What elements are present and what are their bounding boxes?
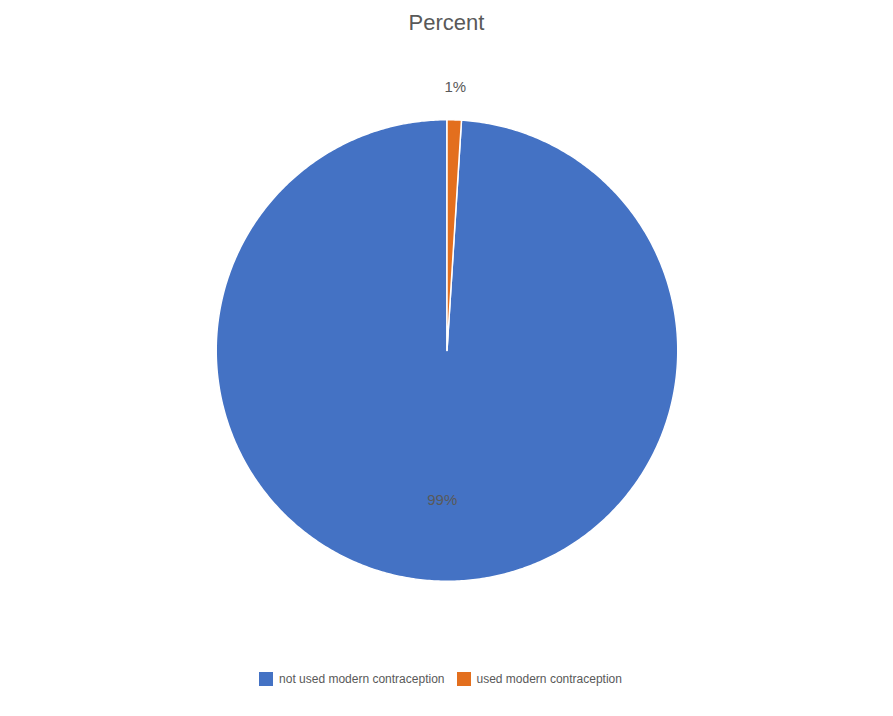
- svg-text:1%: 1%: [444, 78, 466, 95]
- html-text:used modern contraception: used modern contraception: [476, 671, 622, 686]
- svg-text:99%: 99%: [427, 491, 457, 508]
- html-text:Percent: Percent: [408, 10, 485, 35]
- html-text:not used modern contraception: not used modern contraception: [279, 671, 445, 686]
